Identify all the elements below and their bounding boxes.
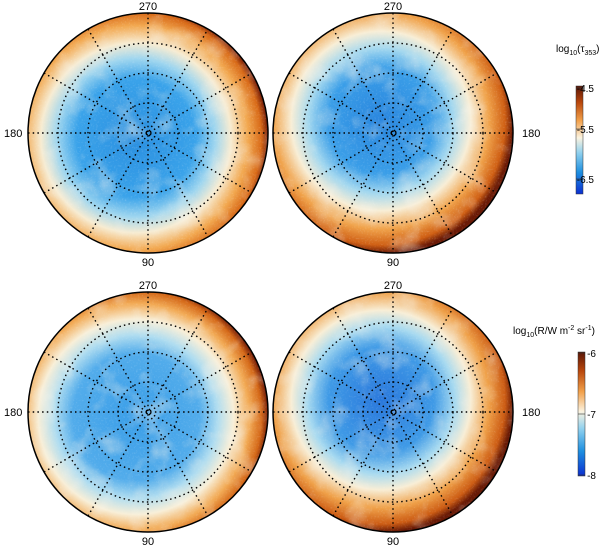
top-left-map-left-label: 180 <box>4 128 22 140</box>
top-right-map-bottom-label: 90 <box>387 257 399 269</box>
top-colorbar-tick-label: -5.5 <box>577 125 595 136</box>
top-right-map-outline <box>272 12 514 254</box>
top-right-map-top-label: 270 <box>384 1 402 13</box>
bottom-colorbar-tick-label: -6 <box>587 349 596 360</box>
top-colorbar-tick-label: -6.5 <box>577 175 595 186</box>
top-right-map-graticule <box>273 13 513 253</box>
bottom-right-map-outline <box>272 291 514 533</box>
top-left-map-graticule <box>28 13 268 253</box>
bottom-colorbar-tick-label: -8 <box>587 471 596 482</box>
top-left-map: 270 180 90 <box>4 1 269 269</box>
bottom-colorbar: log10(R/W m-2 sr-1) -6 -7 -8 <box>513 325 596 482</box>
bottom-colorbar-title: log10(R/W m-2 sr-1) <box>513 325 595 339</box>
top-colorbar-tick-label: -4.5 <box>577 84 595 95</box>
top-colorbar-title: log10(τ353) <box>556 44 599 57</box>
top-right-map: 270 180 90 <box>272 1 540 269</box>
bottom-right-map-right-label: 180 <box>522 407 540 419</box>
bottom-right-map: 270 180 90 <box>272 280 540 548</box>
bottom-left-map-graticule <box>28 292 268 532</box>
bottom-left-map-left-label: 180 <box>4 407 22 419</box>
top-left-map-bottom-label: 90 <box>142 257 154 269</box>
top-colorbar-bar <box>575 85 584 195</box>
bottom-left-map-bottom-label: 90 <box>142 536 154 548</box>
bottom-colorbar-tick-label: -7 <box>587 410 596 421</box>
top-colorbar: log10(τ353) -4.5 -5.5 -6.5 <box>556 44 599 195</box>
bottom-left-map-top-label: 270 <box>139 280 157 292</box>
bottom-right-map-graticule <box>273 292 513 532</box>
bottom-left-map: 270 180 90 <box>4 280 269 548</box>
top-left-map-outline <box>27 12 269 254</box>
bottom-right-map-top-label: 270 <box>384 280 402 292</box>
bottom-right-map-bottom-label: 90 <box>387 536 399 548</box>
top-left-map-top-label: 270 <box>139 1 157 13</box>
top-right-map-right-label: 180 <box>522 128 540 140</box>
bottom-left-map-outline <box>27 291 269 533</box>
